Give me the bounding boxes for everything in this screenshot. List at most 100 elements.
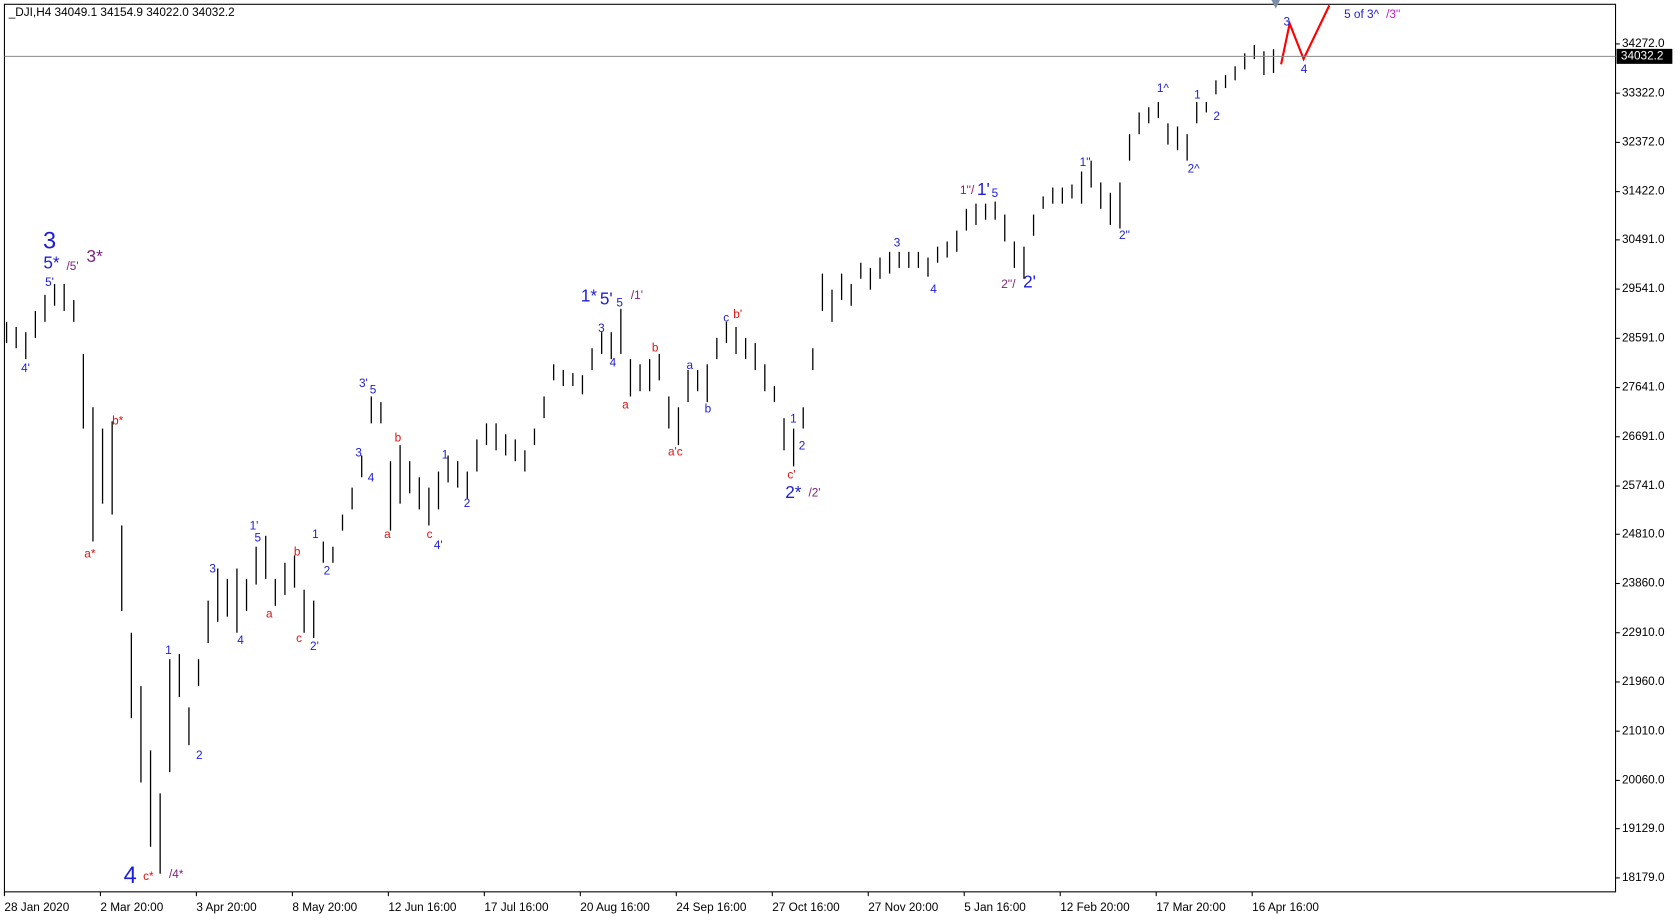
chart-title: _DJI,H4 34049.1 34154.9 34022.0 34032.2 — [8, 6, 235, 19]
wave-label: 4' — [21, 362, 30, 375]
x-tick-label: 24 Sep 16:00 — [676, 901, 747, 914]
wave-label: b* — [112, 414, 124, 427]
x-tick-label: 28 Jan 2020 — [4, 901, 69, 914]
wave-label: /1' — [631, 289, 643, 302]
wave-label: 3 — [209, 563, 216, 576]
y-tick-label: 21010.0 — [1622, 724, 1665, 737]
wave-label: 4' — [434, 539, 443, 552]
wave-label: 3' — [359, 377, 368, 390]
wave-label: 4 — [610, 356, 617, 369]
wave-label: c — [296, 632, 302, 645]
wave-label: 4 — [1301, 63, 1308, 76]
wave-label: 2''/ — [1001, 278, 1016, 291]
x-tick-label: 2 Mar 20:00 — [100, 901, 163, 914]
wave-label: 1 — [1194, 88, 1201, 101]
wave-label: 1* — [581, 285, 598, 305]
x-tick-label: 12 Jun 16:00 — [388, 901, 457, 914]
y-tick-label: 20060.0 — [1622, 774, 1665, 787]
projection-line — [1280, 4, 1331, 65]
wave-label: c' — [787, 468, 795, 481]
wave-label: /5' — [67, 260, 79, 273]
x-tick-label: 27 Oct 16:00 — [772, 901, 840, 914]
wave-label: a — [622, 398, 629, 411]
x-tick-label: 5 Jan 16:00 — [964, 901, 1026, 914]
x-tick-label: 3 Apr 20:00 — [196, 901, 257, 914]
wave-label: 1 — [442, 449, 449, 462]
y-tick-label: 31422.0 — [1622, 185, 1665, 198]
x-tick-label: 17 Mar 20:00 — [1156, 901, 1226, 914]
wave-label: /2' — [808, 486, 820, 499]
wave-label: 3 — [43, 228, 56, 254]
wave-label: 4 — [237, 634, 244, 647]
wave-label: a — [384, 528, 391, 541]
x-tick-label: 16 Apr 16:00 — [1252, 901, 1319, 914]
wave-label: 5 — [616, 296, 623, 309]
wave-label: 5' — [600, 289, 613, 309]
last-price-box — [1616, 48, 1673, 64]
y-tick-label: 25741.0 — [1622, 479, 1665, 492]
y-tick-label: 28591.0 — [1622, 331, 1665, 344]
x-tick-label: 17 Jul 16:00 — [484, 901, 549, 914]
y-tick-label: 26691.0 — [1622, 430, 1665, 443]
wave-label: a* — [84, 548, 96, 561]
wave-label: /4* — [169, 868, 184, 881]
y-tick-label: 24810.0 — [1622, 527, 1665, 540]
y-tick-label: 23860.0 — [1622, 577, 1665, 590]
wave-label: 5 of 3^ — [1344, 8, 1379, 21]
wave-label: a'c — [668, 446, 683, 459]
wave-label: 2 — [196, 749, 203, 762]
wave-label: 3 — [894, 237, 901, 250]
wave-label: c — [427, 528, 433, 541]
wave-label: b — [652, 341, 659, 354]
wave-label: 1' — [250, 520, 259, 533]
x-tick-label: 8 May 20:00 — [292, 901, 357, 914]
plot-frame — [3, 3, 1617, 893]
y-tick-label: 22910.0 — [1622, 626, 1665, 639]
wave-label: 2 — [324, 565, 331, 578]
y-tick-label: 34272.0 — [1622, 37, 1665, 50]
y-tick-label: 27641.0 — [1622, 381, 1665, 394]
wave-label: 1'' — [1080, 156, 1091, 169]
wave-label: 3 — [598, 322, 605, 335]
wave-label: c — [723, 311, 729, 324]
wave-label: /3'' — [1386, 8, 1400, 21]
wave-label: 1''/ — [960, 184, 975, 197]
wave-label: 2^ — [1188, 163, 1201, 176]
wave-label: 1 — [165, 644, 172, 657]
wave-label: 2* — [785, 482, 802, 502]
x-tick-label: 12 Feb 20:00 — [1060, 901, 1130, 914]
shift-marker — [1271, 0, 1281, 9]
x-tick-label: 20 Aug 16:00 — [580, 901, 650, 914]
wave-label: 4 — [930, 283, 937, 296]
wave-label: b' — [733, 308, 742, 321]
wave-label: 2 — [799, 439, 806, 452]
wave-label: 3 — [1283, 15, 1290, 28]
wave-label: 2' — [1023, 271, 1036, 291]
y-tick-label: 33322.0 — [1622, 86, 1665, 99]
y-tick-label: 30491.0 — [1622, 233, 1665, 246]
wave-label: 2 — [464, 497, 471, 510]
wave-label: 1 — [312, 528, 319, 541]
wave-label: 1 — [790, 412, 797, 425]
wave-label: b — [705, 402, 712, 415]
wave-label: 1^ — [1157, 82, 1170, 95]
wave-label: a — [686, 359, 693, 372]
wave-label: 3 — [355, 447, 362, 460]
wave-label: 2'' — [1119, 229, 1130, 242]
y-tick-label: 19129.0 — [1622, 822, 1665, 835]
wave-label: b — [294, 546, 301, 559]
wave-label: 1' — [977, 179, 990, 199]
last-price-label: 34032.2 — [1621, 49, 1664, 62]
y-tick-label: 29541.0 — [1622, 282, 1665, 295]
y-tick-label: 32372.0 — [1622, 136, 1665, 149]
wave-label: c* — [143, 870, 154, 883]
wave-label: 3* — [87, 246, 104, 266]
wave-label: 2 — [1213, 110, 1220, 123]
y-tick-label: 18179.0 — [1622, 871, 1665, 884]
wave-label: 5* — [43, 252, 60, 272]
wave-label: b — [395, 432, 402, 445]
wave-label: 5' — [45, 276, 54, 289]
x-tick-label: 27 Nov 20:00 — [868, 901, 939, 914]
